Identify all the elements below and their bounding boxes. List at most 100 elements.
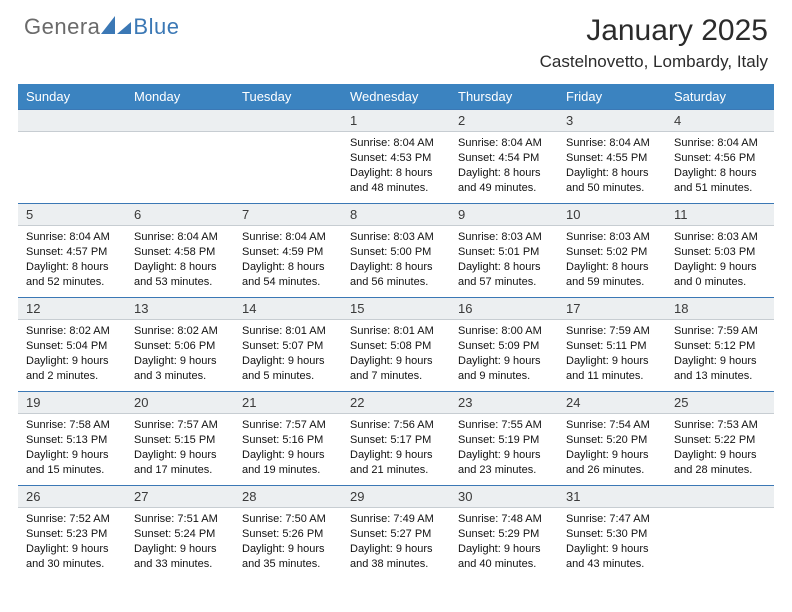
day-number: 17	[558, 298, 666, 319]
day-number: 31	[558, 486, 666, 507]
day-number-row: 21	[234, 391, 342, 414]
calendar-cell: 14Sunrise: 8:01 AMSunset: 5:07 PMDayligh…	[234, 297, 342, 391]
day-info: Sunrise: 7:56 AMSunset: 5:17 PMDaylight:…	[342, 414, 450, 483]
day-number-row: 13	[126, 297, 234, 320]
day-number-row: 1	[342, 109, 450, 132]
day-number: 13	[126, 298, 234, 319]
calendar-table: SundayMondayTuesdayWednesdayThursdayFrid…	[18, 84, 774, 579]
calendar-cell: .	[18, 109, 126, 203]
day-info: Sunrise: 7:49 AMSunset: 5:27 PMDaylight:…	[342, 508, 450, 577]
title-block: January 2025 Castelnovetto, Lombardy, It…	[540, 14, 768, 72]
day-number: 21	[234, 392, 342, 413]
day-info: Sunrise: 8:03 AMSunset: 5:01 PMDaylight:…	[450, 226, 558, 295]
day-number: 20	[126, 392, 234, 413]
day-number-row: 15	[342, 297, 450, 320]
calendar-cell: 6Sunrise: 8:04 AMSunset: 4:58 PMDaylight…	[126, 203, 234, 297]
day-number-row: 12	[18, 297, 126, 320]
day-number: 15	[342, 298, 450, 319]
day-number-row: 5	[18, 203, 126, 226]
calendar-cell: 4Sunrise: 8:04 AMSunset: 4:56 PMDaylight…	[666, 109, 774, 203]
day-info: Sunrise: 7:57 AMSunset: 5:16 PMDaylight:…	[234, 414, 342, 483]
day-number: 1	[342, 110, 450, 131]
day-number: 5	[18, 204, 126, 225]
calendar-cell: 29Sunrise: 7:49 AMSunset: 5:27 PMDayligh…	[342, 485, 450, 579]
day-number: 2	[450, 110, 558, 131]
calendar-cell: 31Sunrise: 7:47 AMSunset: 5:30 PMDayligh…	[558, 485, 666, 579]
calendar-cell: 11Sunrise: 8:03 AMSunset: 5:03 PMDayligh…	[666, 203, 774, 297]
location-subtitle: Castelnovetto, Lombardy, Italy	[540, 52, 768, 72]
day-number-row: 24	[558, 391, 666, 414]
weekday-header: Thursday	[450, 84, 558, 109]
day-info: Sunrise: 8:04 AMSunset: 4:54 PMDaylight:…	[450, 132, 558, 201]
day-number: 6	[126, 204, 234, 225]
calendar-row: ...1Sunrise: 8:04 AMSunset: 4:53 PMDayli…	[18, 109, 774, 203]
brand-word-general: Genera	[24, 14, 100, 40]
calendar-cell: 1Sunrise: 8:04 AMSunset: 4:53 PMDaylight…	[342, 109, 450, 203]
day-number: 24	[558, 392, 666, 413]
day-number-row: 14	[234, 297, 342, 320]
brand-sail-icon	[100, 14, 133, 40]
weekday-header: Monday	[126, 84, 234, 109]
day-info: Sunrise: 8:01 AMSunset: 5:08 PMDaylight:…	[342, 320, 450, 389]
calendar-row: 19Sunrise: 7:58 AMSunset: 5:13 PMDayligh…	[18, 391, 774, 485]
day-info: Sunrise: 7:48 AMSunset: 5:29 PMDaylight:…	[450, 508, 558, 577]
calendar-cell: .	[666, 485, 774, 579]
weekday-header: Friday	[558, 84, 666, 109]
calendar-cell: 25Sunrise: 7:53 AMSunset: 5:22 PMDayligh…	[666, 391, 774, 485]
weekday-header: Tuesday	[234, 84, 342, 109]
day-info: Sunrise: 7:58 AMSunset: 5:13 PMDaylight:…	[18, 414, 126, 483]
day-number: 3	[558, 110, 666, 131]
calendar-cell: 13Sunrise: 8:02 AMSunset: 5:06 PMDayligh…	[126, 297, 234, 391]
day-info: Sunrise: 7:59 AMSunset: 5:11 PMDaylight:…	[558, 320, 666, 389]
day-number: 4	[666, 110, 774, 131]
calendar-cell: 10Sunrise: 8:03 AMSunset: 5:02 PMDayligh…	[558, 203, 666, 297]
day-info: Sunrise: 8:02 AMSunset: 5:04 PMDaylight:…	[18, 320, 126, 389]
calendar-cell: 30Sunrise: 7:48 AMSunset: 5:29 PMDayligh…	[450, 485, 558, 579]
day-info: Sunrise: 8:04 AMSunset: 4:59 PMDaylight:…	[234, 226, 342, 295]
weekday-header-row: SundayMondayTuesdayWednesdayThursdayFrid…	[18, 84, 774, 109]
day-number-row: 18	[666, 297, 774, 320]
day-number-row: 16	[450, 297, 558, 320]
calendar-cell: 7Sunrise: 8:04 AMSunset: 4:59 PMDaylight…	[234, 203, 342, 297]
day-info: Sunrise: 7:54 AMSunset: 5:20 PMDaylight:…	[558, 414, 666, 483]
weekday-header: Sunday	[18, 84, 126, 109]
day-info: Sunrise: 7:52 AMSunset: 5:23 PMDaylight:…	[18, 508, 126, 577]
day-number-row: 28	[234, 485, 342, 508]
day-info: Sunrise: 8:01 AMSunset: 5:07 PMDaylight:…	[234, 320, 342, 389]
day-number: 8	[342, 204, 450, 225]
calendar-cell: 3Sunrise: 8:04 AMSunset: 4:55 PMDaylight…	[558, 109, 666, 203]
day-info: Sunrise: 8:04 AMSunset: 4:57 PMDaylight:…	[18, 226, 126, 295]
calendar-row: 26Sunrise: 7:52 AMSunset: 5:23 PMDayligh…	[18, 485, 774, 579]
day-number-row: 7	[234, 203, 342, 226]
day-number-row: 31	[558, 485, 666, 508]
calendar-cell: 8Sunrise: 8:03 AMSunset: 5:00 PMDaylight…	[342, 203, 450, 297]
day-number: 9	[450, 204, 558, 225]
calendar-cell: 28Sunrise: 7:50 AMSunset: 5:26 PMDayligh…	[234, 485, 342, 579]
day-number-row: 4	[666, 109, 774, 132]
header: Genera Blue January 2025 Castelnovetto, …	[18, 10, 774, 78]
day-number-row: 17	[558, 297, 666, 320]
day-number-row: 20	[126, 391, 234, 414]
day-number: 19	[18, 392, 126, 413]
day-info: Sunrise: 8:04 AMSunset: 4:55 PMDaylight:…	[558, 132, 666, 201]
calendar-cell: 16Sunrise: 8:00 AMSunset: 5:09 PMDayligh…	[450, 297, 558, 391]
weekday-header: Wednesday	[342, 84, 450, 109]
calendar-cell: 20Sunrise: 7:57 AMSunset: 5:15 PMDayligh…	[126, 391, 234, 485]
day-info: Sunrise: 8:02 AMSunset: 5:06 PMDaylight:…	[126, 320, 234, 389]
calendar-cell: 9Sunrise: 8:03 AMSunset: 5:01 PMDaylight…	[450, 203, 558, 297]
weekday-header: Saturday	[666, 84, 774, 109]
day-number: 25	[666, 392, 774, 413]
day-number: 26	[18, 486, 126, 507]
calendar-cell: 26Sunrise: 7:52 AMSunset: 5:23 PMDayligh…	[18, 485, 126, 579]
calendar-cell: 21Sunrise: 7:57 AMSunset: 5:16 PMDayligh…	[234, 391, 342, 485]
calendar-cell: 22Sunrise: 7:56 AMSunset: 5:17 PMDayligh…	[342, 391, 450, 485]
calendar-page: Genera Blue January 2025 Castelnovetto, …	[0, 0, 792, 612]
calendar-cell: 17Sunrise: 7:59 AMSunset: 5:11 PMDayligh…	[558, 297, 666, 391]
day-info: Sunrise: 8:04 AMSunset: 4:58 PMDaylight:…	[126, 226, 234, 295]
calendar-cell: 15Sunrise: 8:01 AMSunset: 5:08 PMDayligh…	[342, 297, 450, 391]
calendar-cell: 24Sunrise: 7:54 AMSunset: 5:20 PMDayligh…	[558, 391, 666, 485]
calendar-cell: 23Sunrise: 7:55 AMSunset: 5:19 PMDayligh…	[450, 391, 558, 485]
calendar-row: 12Sunrise: 8:02 AMSunset: 5:04 PMDayligh…	[18, 297, 774, 391]
day-number-row: 9	[450, 203, 558, 226]
day-number-row: 2	[450, 109, 558, 132]
